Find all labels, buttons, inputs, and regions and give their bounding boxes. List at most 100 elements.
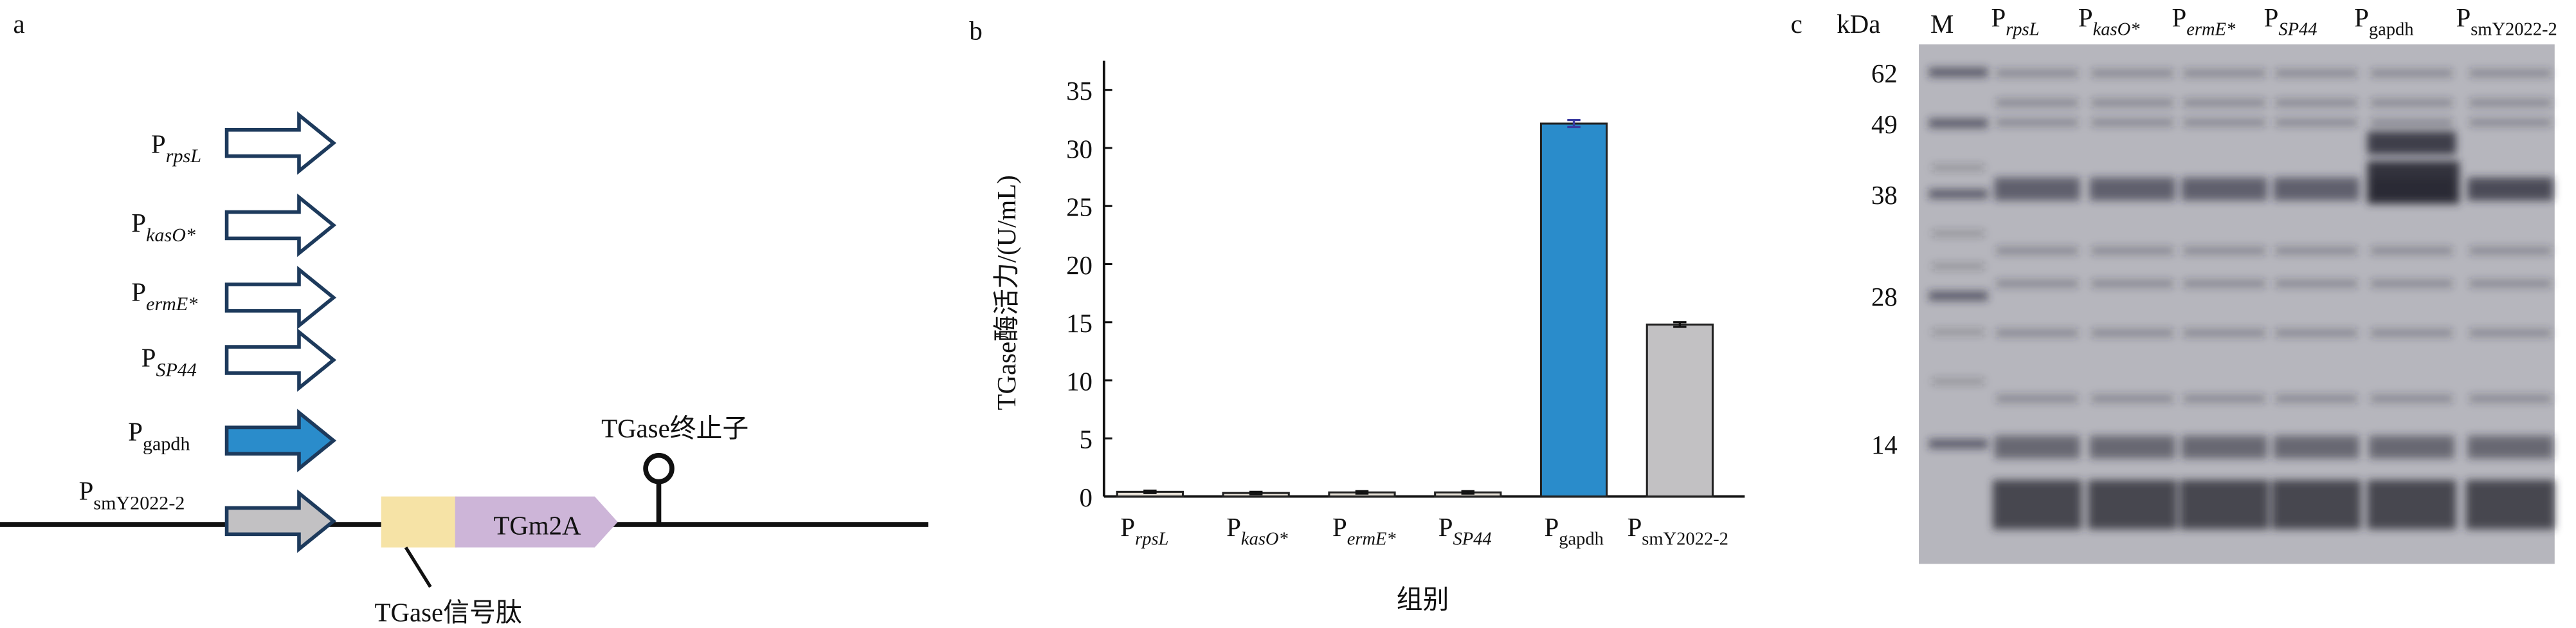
label-sub: rpsL: [166, 145, 201, 167]
gel-band: [2183, 118, 2266, 127]
gene-label: TGm2A: [493, 511, 581, 540]
bar: [1646, 323, 1714, 498]
gel-band: [2469, 69, 2552, 78]
y-tick-label: 35: [1066, 77, 1093, 106]
promoter-arrow: [224, 193, 337, 257]
gel-band: [2370, 394, 2453, 403]
label-sub: smY2022-2: [2471, 20, 2557, 40]
subscript-label: PsmY2022-2: [1628, 513, 1728, 550]
gel-band: [2273, 436, 2359, 459]
label-sub: SP44: [2278, 20, 2317, 40]
error-bar: [1249, 490, 1263, 495]
y-tick-label: 0: [1080, 483, 1093, 512]
subscript-label: PkasO*: [1226, 513, 1288, 550]
promoter-arrow: [224, 266, 337, 329]
gel-band: [2469, 118, 2552, 127]
gel-band: [1996, 279, 2078, 288]
gel-band: [1996, 394, 2078, 403]
gel-band: [2467, 177, 2553, 201]
gel-band: [1996, 69, 2078, 78]
gel-band: [1996, 118, 2078, 127]
signal-peptide-label: TGase信号肽: [375, 598, 522, 627]
subscript-label: PSP44: [1438, 513, 1492, 550]
label-sub: SP44: [1453, 530, 1492, 550]
label-main: P: [2172, 3, 2187, 32]
gel-band: [2091, 69, 2174, 78]
marker-lane-label: M: [1930, 10, 1954, 39]
label-main: P: [131, 278, 146, 307]
label-sub: kasO*: [2093, 20, 2141, 40]
gel-band: [2469, 98, 2552, 107]
gel-band: [1994, 177, 2080, 201]
gel-band: [2275, 279, 2358, 288]
panel-label: c: [1791, 10, 1802, 39]
error-bar: [1567, 118, 1581, 129]
marker-size-label: 14: [1871, 430, 1898, 459]
label-main: P: [1438, 513, 1453, 542]
gel-band: [1928, 439, 1988, 449]
error-bar: [1461, 490, 1474, 495]
subscript-label: PSP44: [141, 344, 197, 381]
gel-band: [2370, 118, 2453, 127]
gel-band: [2367, 161, 2460, 204]
subscript-label: Pgapdh: [2354, 3, 2413, 40]
gel-band: [2091, 279, 2174, 288]
label-main: P: [1120, 513, 1135, 542]
gel-band: [2370, 98, 2453, 107]
gel-band: [2469, 279, 2552, 288]
gel-band: [2183, 98, 2266, 107]
label-main: P: [141, 344, 156, 373]
gel-band: [2367, 131, 2456, 155]
marker-size-label: 49: [1871, 110, 1898, 139]
panel-label: b: [969, 16, 982, 45]
subscript-label: PermE*: [2172, 3, 2236, 40]
gel-band: [2273, 177, 2359, 201]
y-tick-label: 5: [1080, 425, 1093, 454]
gel-band: [1928, 118, 1988, 129]
y-tick-label: 20: [1066, 251, 1093, 280]
gel-band: [2091, 328, 2174, 337]
y-tick-label: 25: [1066, 193, 1093, 222]
gel-band: [1994, 436, 2080, 459]
unit-label: kDa: [1837, 10, 1880, 39]
gel-band: [2181, 177, 2267, 201]
gel-band: [2180, 480, 2269, 530]
subscript-label: PsmY2022-2: [2456, 3, 2557, 40]
label-sub: ermE*: [2186, 20, 2236, 40]
gel-band: [2183, 246, 2266, 255]
gel-band: [1932, 328, 1985, 336]
gel-band: [2469, 246, 2552, 255]
subscript-label: PkasO*: [131, 208, 196, 246]
gel-band: [2275, 98, 2358, 107]
gel-band: [1996, 98, 2078, 107]
panel-label: a: [13, 10, 24, 39]
gel-band: [2370, 328, 2453, 337]
y-tick-label: 10: [1066, 367, 1093, 396]
subscript-label: PermE*: [131, 278, 198, 315]
subscript-label: PsmY2022-2: [79, 477, 185, 514]
gel-band: [2089, 436, 2175, 459]
label-sub: gapdh: [143, 432, 190, 454]
gel-band: [2091, 246, 2174, 255]
label-main: P: [2354, 3, 2369, 32]
y-tick-label: 15: [1066, 309, 1093, 338]
label-main: P: [1332, 513, 1347, 542]
label-main: P: [2456, 3, 2471, 32]
promoter-arrow: [224, 111, 337, 175]
label-main: P: [1226, 513, 1241, 542]
gel-bands: [1928, 67, 2555, 530]
subscript-label: PkasO*: [2078, 3, 2140, 40]
subscript-label: Pgapdh: [128, 418, 190, 455]
label-sub: ermE*: [146, 293, 198, 315]
gel-band: [2369, 436, 2454, 459]
gel-band: [2183, 69, 2266, 78]
gel-band: [2275, 246, 2358, 255]
gene-box: [455, 496, 618, 548]
gel-band: [2370, 246, 2453, 255]
bar: [1539, 122, 1608, 498]
gel-band: [1993, 480, 2082, 530]
y-axis-title: TGase酶活力/(U/mL): [992, 175, 1021, 410]
gel-band: [1928, 67, 1988, 78]
marker-size-label: 38: [1871, 181, 1898, 210]
gel-band: [2275, 69, 2358, 78]
